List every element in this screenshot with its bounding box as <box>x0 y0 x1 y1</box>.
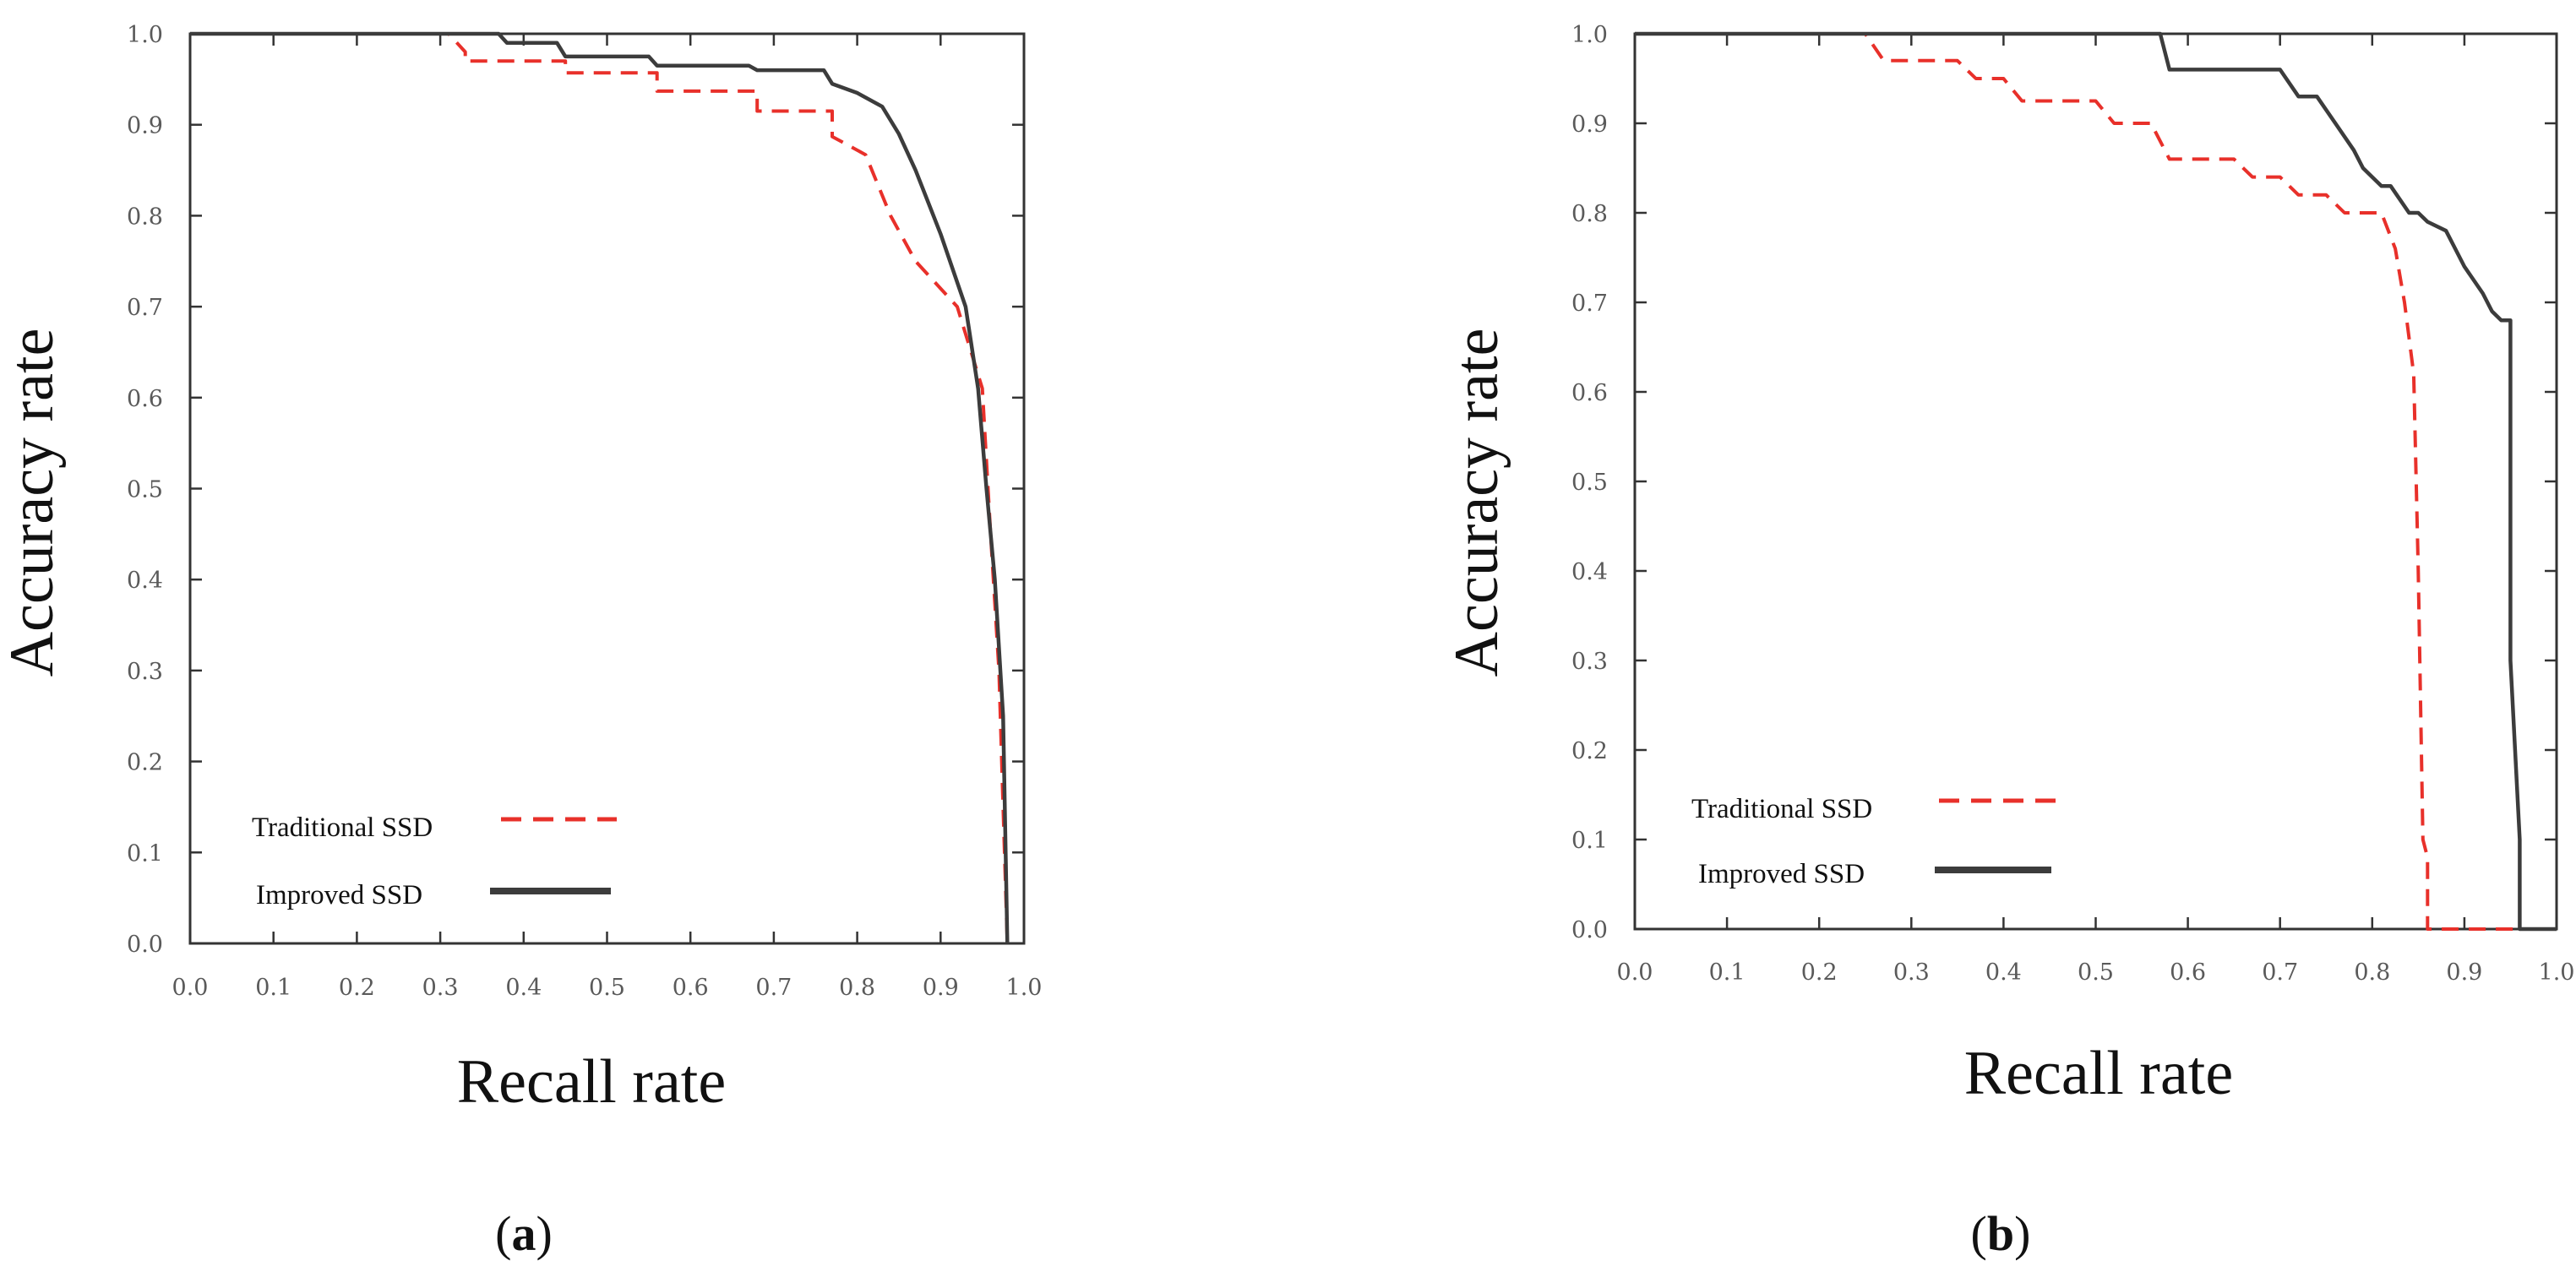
y-axis-title: Accuracy rate <box>0 329 67 677</box>
x-tick-label: 0.8 <box>839 975 875 1001</box>
y-tick-label: 0.8 <box>1571 201 1608 227</box>
y-tick-label: 0.6 <box>1571 380 1608 406</box>
y-tick-label: 0.0 <box>127 932 163 958</box>
x-tick-label: 0.2 <box>1801 959 1838 986</box>
y-tick-label: 1.0 <box>1571 22 1608 48</box>
x-tick-label: 0.2 <box>339 975 375 1001</box>
chart-panel-b: 0.0 0.1 0.2 0.3 0.4 0.5 0.6 0.7 0.8 0.9 1.0 0.0 0.1 0… <box>1442 22 2574 1261</box>
x-tick-label: 0.7 <box>2262 959 2298 986</box>
chart-panel-a: 0.0 0.1 0.2 0.3 0.4 0.5 0.6 0.7 0.8 0.9 1.0 0.0 0.1 0… <box>0 22 1042 1261</box>
x-tick-label: 0.6 <box>673 975 709 1001</box>
x-tick-label: 1.0 <box>2539 959 2575 986</box>
x-axis-title: Recall rate <box>457 1047 726 1117</box>
x-axis-title: Recall rate <box>1964 1039 2233 1108</box>
legend-label: Traditional SSD <box>252 812 433 843</box>
legend-label: Traditional SSD <box>1691 794 1872 824</box>
series-line-traditional-ssd <box>190 32 1010 944</box>
y-tick-label: 0.2 <box>127 750 163 776</box>
plot-frame <box>188 32 1026 945</box>
x-tick-label: 0.8 <box>2354 959 2390 986</box>
legend-label: Improved SSD <box>256 880 422 910</box>
y-tick-label: 0.7 <box>1571 291 1608 317</box>
x-tick-label: 0.0 <box>1617 959 1653 986</box>
y-tick-label: 0.7 <box>127 295 163 321</box>
series-line-traditional-ssd <box>1635 32 2557 931</box>
y-tick-label: 0.6 <box>127 386 163 412</box>
y-tick-label: 0.2 <box>1571 738 1608 764</box>
y-tick-label: 0.5 <box>1571 470 1608 496</box>
y-tick-label: 0.3 <box>1571 649 1608 675</box>
y-tick-label: 0.9 <box>127 113 163 139</box>
x-tick-label: 1.0 <box>1006 975 1043 1001</box>
x-tick-label: 0.9 <box>923 975 959 1001</box>
legend-label: Improved SSD <box>1698 859 1865 889</box>
y-tick-label: 0.0 <box>1571 917 1608 943</box>
y-tick-label: 0.4 <box>1571 559 1608 585</box>
y-tick-label: 0.3 <box>127 659 163 685</box>
y-tick-label: 0.4 <box>127 568 163 594</box>
series-line-improved-ssd <box>190 31 1010 944</box>
x-tick-label: 0.4 <box>505 975 542 1001</box>
x-tick-label: 0.0 <box>172 975 209 1001</box>
y-tick-label: 0.1 <box>127 840 163 867</box>
y-tick-label: 0.8 <box>127 204 163 230</box>
y-axis-title: Accuracy rate <box>1442 329 1511 677</box>
panel-label: (b) <box>1971 1206 2031 1261</box>
x-tick-label: 0.6 <box>2170 959 2206 986</box>
x-tick-label: 0.4 <box>1985 959 2022 986</box>
y-tick-label: 0.5 <box>127 477 163 503</box>
x-tick-label: 0.5 <box>2078 959 2114 986</box>
y-tick-label: 1.0 <box>127 22 163 48</box>
x-tick-label: 0.5 <box>589 975 625 1001</box>
panel-label: (a) <box>495 1206 553 1261</box>
x-tick-label: 0.7 <box>755 975 792 1001</box>
x-tick-label: 0.9 <box>2446 959 2482 986</box>
y-tick-label: 0.1 <box>1571 828 1608 854</box>
x-tick-label: 0.3 <box>422 975 459 1001</box>
x-tick-label: 0.1 <box>255 975 291 1001</box>
series-line-improved-ssd <box>1635 31 2557 932</box>
x-tick-label: 0.1 <box>1709 959 1745 986</box>
y-tick-label: 0.9 <box>1571 111 1608 138</box>
x-tick-label: 0.3 <box>1893 959 1930 986</box>
